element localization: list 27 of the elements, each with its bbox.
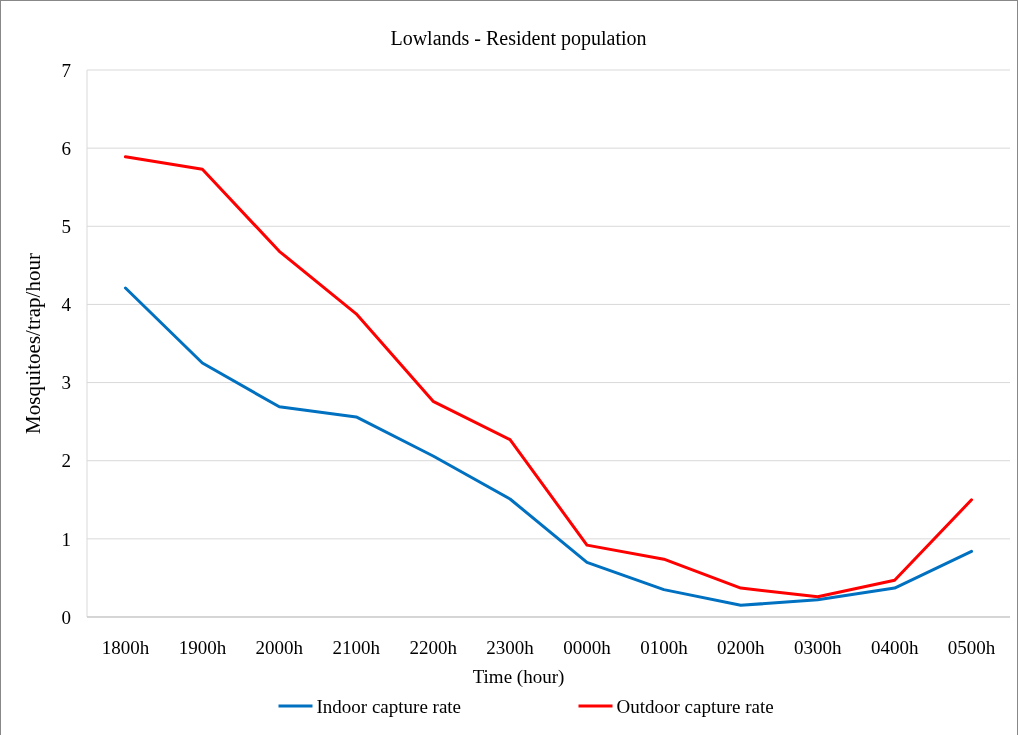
y-tick-label: 0 <box>61 606 71 628</box>
x-tick-label: 1800h <box>101 636 150 658</box>
y-tick-label: 6 <box>61 137 71 159</box>
legend-label: Indoor capture rate <box>316 695 462 717</box>
line-series <box>123 155 974 599</box>
y-tick-label: 1 <box>61 528 71 550</box>
x-tick-label: 2200h <box>409 636 458 658</box>
legend-label: Outdoor capture rate <box>616 695 774 717</box>
y-tick-label: 2 <box>61 450 71 472</box>
x-tick-label: 0100h <box>640 636 689 658</box>
y-axis-title: Mosquitoes/trap/hour <box>21 253 45 434</box>
chart-title: Lowlands - Resident population <box>390 27 647 50</box>
x-tick-label: 2300h <box>486 636 535 658</box>
x-axis-title: Time (hour) <box>472 665 565 688</box>
x-tick-label: 2000h <box>255 636 304 658</box>
x-tick-label: 0400h <box>870 636 919 658</box>
x-tick-label: 0500h <box>947 636 996 658</box>
y-tick-label: 5 <box>61 215 71 237</box>
x-tick-label: 0000h <box>563 636 612 658</box>
line-series <box>123 286 974 607</box>
x-tick-label: 1900h <box>178 636 227 658</box>
x-tick-label: 2100h <box>332 636 381 658</box>
y-tick-label: 7 <box>61 59 71 81</box>
y-tick-label: 3 <box>61 372 71 394</box>
x-tick-label: 0300h <box>793 636 842 658</box>
x-tick-label: 0200h <box>717 636 766 658</box>
y-tick-label: 4 <box>61 294 72 316</box>
